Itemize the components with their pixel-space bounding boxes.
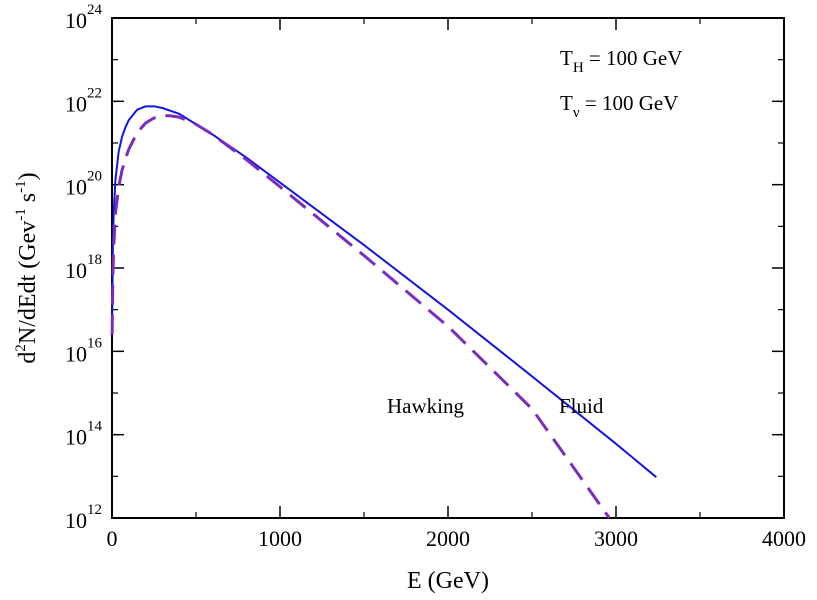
curve-label-hawking: Hawking (387, 394, 464, 418)
y-tick-label: 1016 (65, 335, 103, 366)
series-line-hawking (110, 114, 611, 519)
x-tick-label: 2000 (426, 526, 470, 551)
x-tick-label: 1000 (258, 526, 302, 551)
y-tick-label: 1024 (65, 2, 103, 33)
x-axis-title: E (GeV) (407, 568, 489, 594)
y-tick-label: 1014 (65, 419, 103, 450)
x-tick-label: 3000 (594, 526, 638, 551)
plot-frame (111, 17, 785, 519)
axis-ticks: 0 1000 2000 3000 4000 1012 1014 1016 1018 1020 102… (65, 2, 806, 551)
series-line-fluid (111, 105, 657, 478)
curve-label-fluid: Fluid (559, 394, 604, 418)
y-tick-label: 1018 (65, 252, 102, 283)
x-tick-label: 0 (107, 526, 118, 551)
annotation-neutrino-temperature: Tν = 100 GeV (560, 91, 678, 121)
y-tick-label: 1022 (65, 85, 102, 116)
y-tick-label: 1012 (65, 502, 102, 533)
x-tick-label: 4000 (762, 526, 806, 551)
series-layer (110, 105, 657, 519)
y-tick-label: 1020 (65, 169, 102, 200)
y-axis-title: d2N/dEdt (Gev-1 s-1) (13, 172, 41, 363)
annotation-hawking-temperature: TH = 100 GeV (560, 46, 682, 76)
